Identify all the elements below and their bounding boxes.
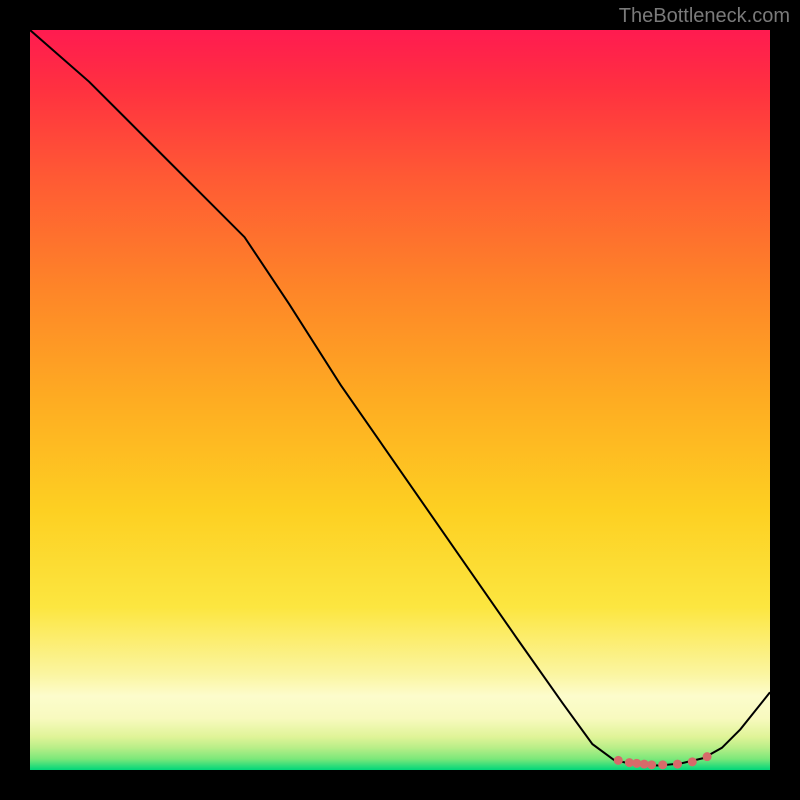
chart-background-gradient [30, 30, 770, 770]
watermark-text: TheBottleneck.com [619, 5, 790, 28]
bottleneck-chart [30, 30, 770, 770]
